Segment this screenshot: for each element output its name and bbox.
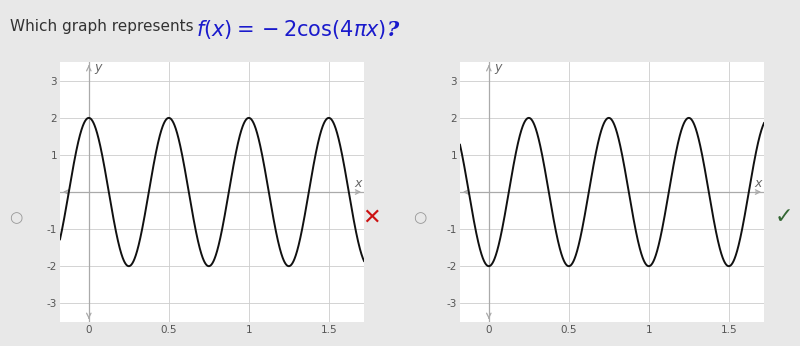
Text: y: y	[494, 61, 502, 74]
Text: x: x	[754, 177, 762, 190]
Text: ✓: ✓	[775, 207, 794, 227]
Text: ○: ○	[414, 210, 426, 225]
Text: y: y	[94, 61, 102, 74]
Text: Which graph represents: Which graph represents	[10, 19, 194, 34]
Text: x: x	[354, 177, 362, 190]
Text: $f(x)=-2\cos(4\pi x)$?: $f(x)=-2\cos(4\pi x)$?	[196, 18, 401, 41]
Text: ○: ○	[10, 210, 22, 225]
Text: ✕: ✕	[362, 207, 381, 227]
